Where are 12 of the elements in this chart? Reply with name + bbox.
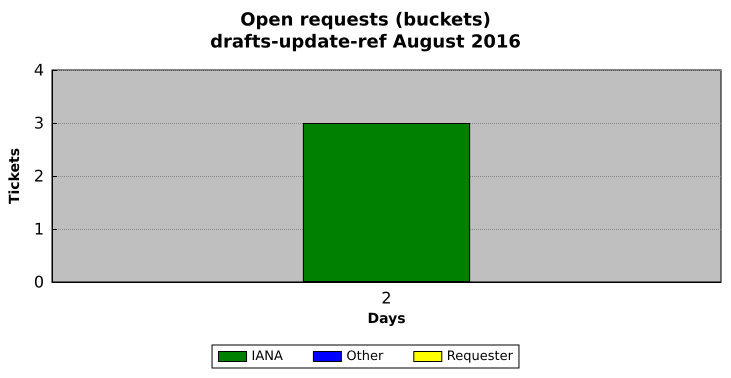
y-tick-label: 0 <box>34 272 44 292</box>
legend-label: IANA <box>252 349 283 364</box>
y-tick-label: 1 <box>34 220 44 238</box>
y-tick-label: 2 <box>34 166 44 186</box>
chart-title: Open requests (buckets) <box>240 10 491 30</box>
y-axis-title: Tickets <box>7 148 23 204</box>
y-tick-label: 3 <box>34 114 44 132</box>
x-axis-title: Days <box>367 311 406 327</box>
chart-subtitle: drafts-update-ref August 2016 <box>210 32 521 52</box>
y-tick-label: 4 <box>34 60 44 80</box>
legend-label: Requester <box>446 349 514 364</box>
legend-label: Other <box>346 349 384 364</box>
